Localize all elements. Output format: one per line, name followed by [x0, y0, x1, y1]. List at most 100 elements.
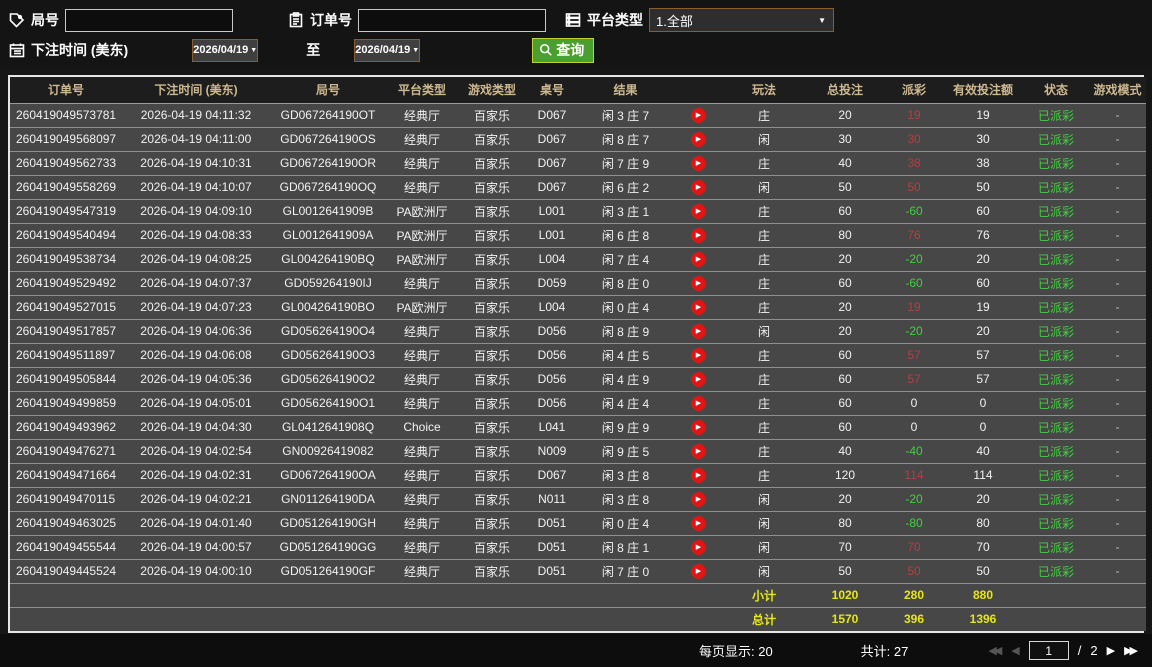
- table-row[interactable]: 260419049558269 2026-04-19 04:10:07 GD06…: [10, 175, 1146, 200]
- table-row[interactable]: 260419049562733 2026-04-19 04:10:31 GD06…: [10, 151, 1146, 176]
- play-video-button[interactable]: ▶: [690, 539, 706, 555]
- next-page-icon[interactable]: ▶: [1106, 645, 1116, 657]
- col-total-bet: 总投注: [805, 77, 885, 104]
- platform-cell: PA欧洲厅: [386, 199, 458, 224]
- page-input[interactable]: [1028, 641, 1069, 660]
- table-row[interactable]: 260419049476271 2026-04-19 04:02:54 GN00…: [10, 439, 1146, 464]
- date-from-picker[interactable]: 2026/04/19 ▼: [192, 38, 259, 62]
- table-row[interactable]: 260419049455544 2026-04-19 04:00:57 GD05…: [10, 535, 1146, 560]
- order-no-cell: 260419049493962: [10, 415, 122, 440]
- video-cell: ▶: [673, 559, 723, 584]
- date-range-to-label: 至: [306, 42, 321, 58]
- table-no-cell: L001: [526, 223, 578, 248]
- table-row[interactable]: 260419049529492 2026-04-19 04:07:37 GD05…: [10, 271, 1146, 296]
- bet-time-cell: 2026-04-19 04:11:32: [122, 103, 270, 128]
- game-no-cell: GL004264190BO: [270, 295, 386, 320]
- table-row[interactable]: 260419049527015 2026-04-19 04:07:23 GL00…: [10, 295, 1146, 320]
- play-video-button[interactable]: ▶: [690, 275, 706, 291]
- play-video-button[interactable]: ▶: [690, 515, 706, 531]
- play-video-button[interactable]: ▶: [690, 395, 706, 411]
- table-row[interactable]: 260419049538734 2026-04-19 04:08:25 GL00…: [10, 247, 1146, 272]
- table-row[interactable]: 260419049540494 2026-04-19 04:08:33 GL00…: [10, 223, 1146, 248]
- bet-type-cell: 庄: [723, 103, 805, 128]
- play-video-button[interactable]: ▶: [690, 227, 706, 243]
- play-icon: ▶: [695, 111, 702, 119]
- table-row[interactable]: 260419049505844 2026-04-19 04:05:36 GD05…: [10, 367, 1146, 392]
- payout-cell: -60: [885, 271, 943, 296]
- play-video-button[interactable]: ▶: [690, 347, 706, 363]
- bet-type-cell: 庄: [723, 223, 805, 248]
- play-video-button[interactable]: ▶: [690, 491, 706, 507]
- game-type-cell: 百家乐: [458, 511, 526, 536]
- status-cell: 已派彩: [1023, 295, 1089, 320]
- result-cell: 闲 8 庄 7: [578, 127, 673, 152]
- table-row[interactable]: 260419049463025 2026-04-19 04:01:40 GD05…: [10, 511, 1146, 536]
- bet-type-cell: 闲: [723, 487, 805, 512]
- order-no-cell: 260419049573781: [10, 103, 122, 128]
- game-mode-cell: -: [1089, 487, 1146, 512]
- play-video-button[interactable]: ▶: [690, 203, 706, 219]
- play-video-button[interactable]: ▶: [690, 443, 706, 459]
- game-no-cell: GD051264190GG: [270, 535, 386, 560]
- table-row[interactable]: 260419049470115 2026-04-19 04:02:21 GN01…: [10, 487, 1146, 512]
- game-mode-cell: -: [1089, 439, 1146, 464]
- play-video-button[interactable]: ▶: [690, 251, 706, 267]
- game-no-cell: GD056264190O3: [270, 343, 386, 368]
- platform-cell: PA欧洲厅: [386, 295, 458, 320]
- play-video-button[interactable]: ▶: [690, 467, 706, 483]
- pager: ◀◀ ◀ / 2 ▶ ▶▶: [988, 641, 1138, 660]
- play-video-button[interactable]: ▶: [690, 371, 706, 387]
- total-bet-cell: 60: [805, 415, 885, 440]
- play-video-button[interactable]: ▶: [690, 299, 706, 315]
- table-row[interactable]: 260419049471664 2026-04-19 04:02:31 GD06…: [10, 463, 1146, 488]
- table-no-cell: L041: [526, 415, 578, 440]
- table-no-cell: D067: [526, 175, 578, 200]
- play-video-button[interactable]: ▶: [690, 563, 706, 579]
- play-video-button[interactable]: ▶: [690, 155, 706, 171]
- grand-total-row: 总计 1570 396 1396: [10, 606, 1146, 631]
- col-result: 结果: [578, 77, 673, 104]
- play-video-button[interactable]: ▶: [690, 419, 706, 435]
- platform-cell: 经典厅: [386, 319, 458, 344]
- total-bet-cell: 60: [805, 391, 885, 416]
- total-bet-cell: 80: [805, 511, 885, 536]
- subtotal-payout: 280: [885, 582, 943, 607]
- order-no-cell: 260419049527015: [10, 295, 122, 320]
- game-no-input[interactable]: [65, 8, 233, 32]
- order-no-input[interactable]: [358, 8, 546, 32]
- table-row[interactable]: 260419049568097 2026-04-19 04:11:00 GD06…: [10, 127, 1146, 152]
- table-row[interactable]: 260419049573781 2026-04-19 04:11:32 GD06…: [10, 103, 1146, 128]
- valid-bet-cell: 38: [943, 151, 1023, 176]
- platform-type-select[interactable]: 1.全部 ▼: [649, 8, 834, 32]
- date-to-picker[interactable]: 2026/04/19 ▼: [354, 38, 421, 62]
- game-mode-cell: -: [1089, 271, 1146, 296]
- last-page-icon[interactable]: ▶▶: [1124, 645, 1138, 657]
- prev-page-icon[interactable]: ◀: [1011, 645, 1020, 657]
- total-bet-cell: 20: [805, 319, 885, 344]
- table-row[interactable]: 260419049493962 2026-04-19 04:04:30 GL04…: [10, 415, 1146, 440]
- bet-time-cell: 2026-04-19 04:11:00: [122, 127, 270, 152]
- platform-type-value: 1.全部: [656, 13, 693, 29]
- table-row[interactable]: 260419049517857 2026-04-19 04:06:36 GD05…: [10, 319, 1146, 344]
- play-video-button[interactable]: ▶: [690, 131, 706, 147]
- game-type-cell: 百家乐: [458, 559, 526, 584]
- play-video-button[interactable]: ▶: [690, 107, 706, 123]
- play-video-button[interactable]: ▶: [690, 179, 706, 195]
- table-row[interactable]: 260419049547319 2026-04-19 04:09:10 GL00…: [10, 199, 1146, 224]
- table-row[interactable]: 260419049499859 2026-04-19 04:05:01 GD05…: [10, 391, 1146, 416]
- subtotal-row: 小计 1020 280 880: [10, 582, 1146, 607]
- result-cell: 闲 3 庄 7: [578, 103, 673, 128]
- table-row[interactable]: 260419049511897 2026-04-19 04:06:08 GD05…: [10, 343, 1146, 368]
- table-row[interactable]: 260419049445524 2026-04-19 04:00:10 GD05…: [10, 559, 1146, 584]
- bet-time-cell: 2026-04-19 04:02:54: [122, 439, 270, 464]
- table-summary: 小计 1020 280 880 总计 1570 396 1396: [10, 582, 1146, 631]
- platform-cell: 经典厅: [386, 151, 458, 176]
- query-button[interactable]: 查询: [532, 37, 595, 63]
- play-video-button[interactable]: ▶: [690, 323, 706, 339]
- status-cell: 已派彩: [1023, 415, 1089, 440]
- result-cell: 闲 7 庄 0: [578, 559, 673, 584]
- total-bet-cell: 60: [805, 367, 885, 392]
- bet-type-cell: 庄: [723, 295, 805, 320]
- payout-cell: -20: [885, 319, 943, 344]
- first-page-icon[interactable]: ◀◀: [988, 645, 1002, 657]
